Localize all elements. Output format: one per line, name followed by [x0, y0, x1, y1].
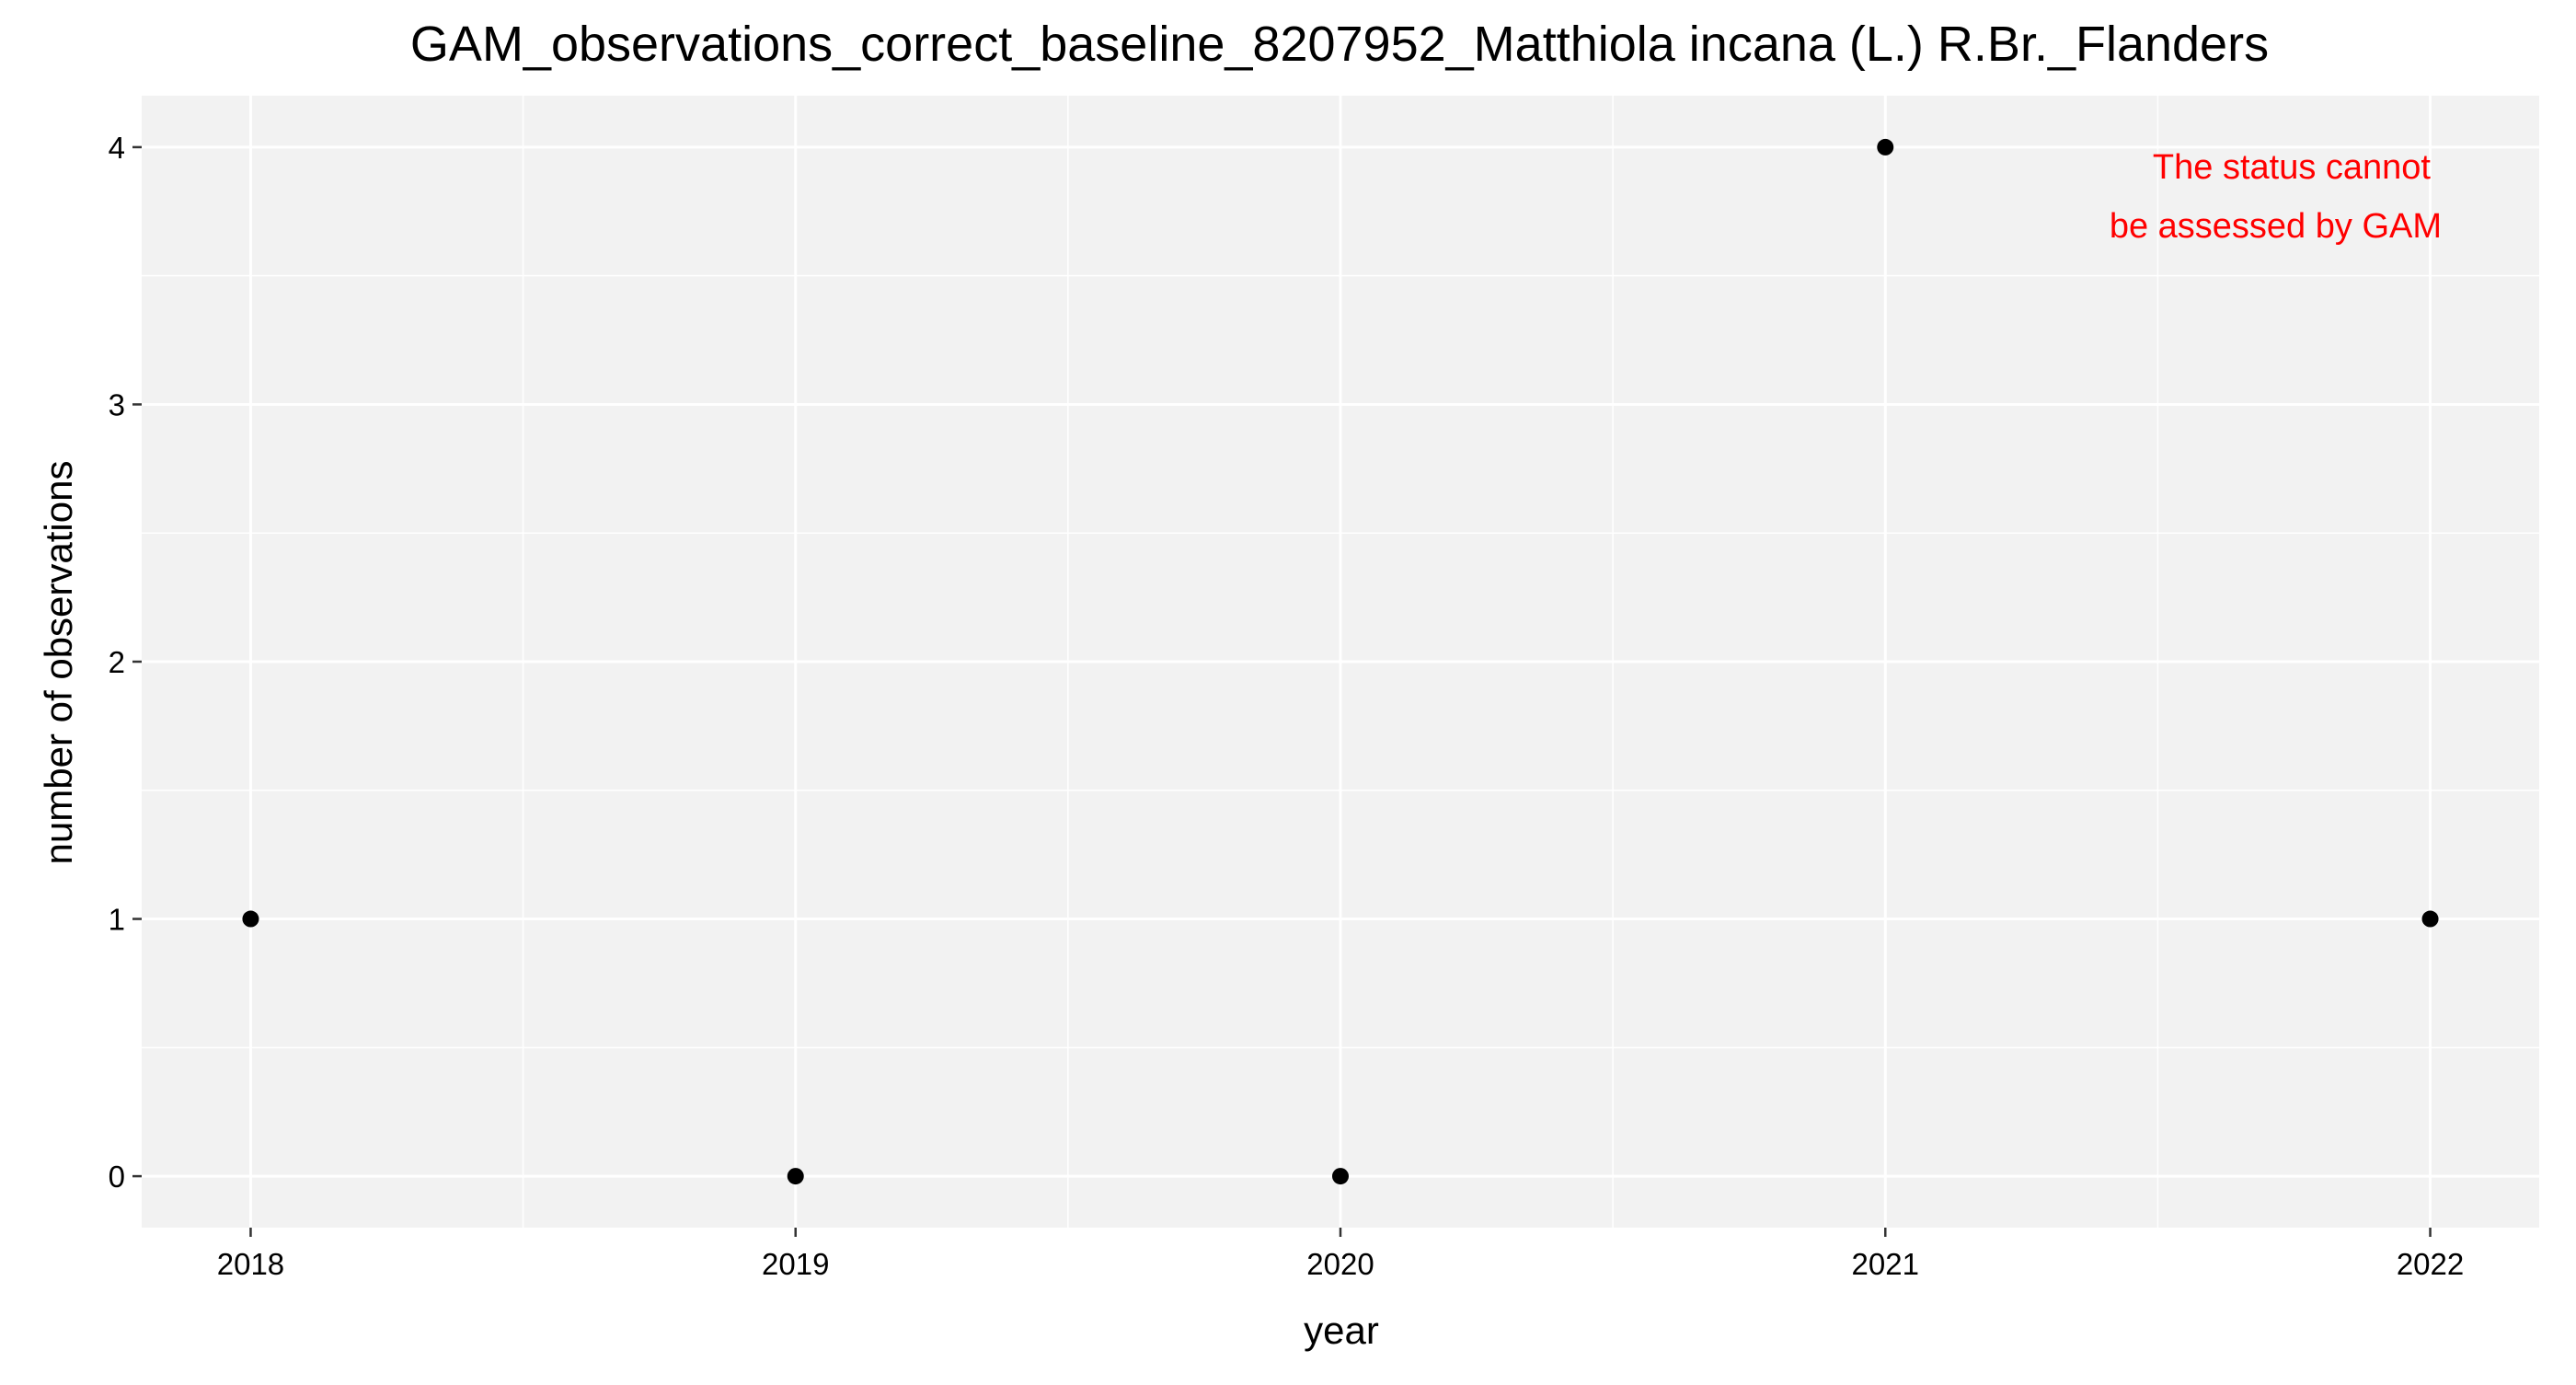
- y-tick-label-2: 2: [109, 645, 125, 679]
- y-tick-label-1: 1: [109, 903, 125, 937]
- chart-title: GAM_observations_correct_baseline_820795…: [410, 17, 2269, 72]
- data-point-2020: [1332, 1168, 1349, 1185]
- y-axis: 0 1 2 3 4: [109, 131, 142, 1194]
- x-tick-label-4: 2022: [2397, 1247, 2464, 1281]
- y-tick-label-0: 0: [109, 1160, 125, 1194]
- x-tick-label-0: 2018: [217, 1247, 284, 1281]
- y-axis-label: number of observations: [37, 461, 80, 865]
- major-gridlines: [142, 96, 2539, 1228]
- data-point-2021: [1877, 138, 1894, 156]
- data-point-2018: [242, 910, 259, 928]
- annotation: The status cannot be assessed by GAM: [2110, 148, 2442, 246]
- data-point-2019: [787, 1168, 804, 1185]
- y-tick-label-3: 3: [109, 387, 125, 421]
- x-tick-label-3: 2021: [1852, 1247, 1919, 1281]
- annotation-line-2: be assessed by GAM: [2110, 207, 2442, 246]
- annotation-line-1: The status cannot: [2153, 148, 2432, 187]
- x-axis: 2018 2019 2020 2021 2022: [217, 1228, 2464, 1281]
- y-tick-label-4: 4: [109, 131, 125, 165]
- data-point-2022: [2421, 910, 2439, 928]
- x-tick-label-2: 2020: [1306, 1247, 1374, 1281]
- x-tick-label-1: 2019: [762, 1247, 829, 1281]
- data-points: [242, 138, 2439, 1185]
- x-axis-label: year: [1304, 1309, 1379, 1352]
